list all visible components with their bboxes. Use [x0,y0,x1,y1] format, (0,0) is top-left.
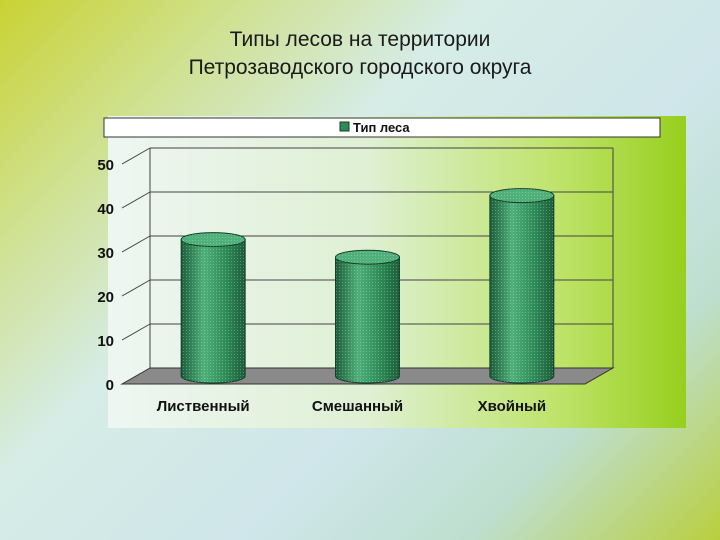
title-line-2: Петрозаводского городского округа [188,56,532,79]
legend-swatch [339,121,350,132]
bar-top-texture [335,250,400,265]
gridline-depth [121,191,151,209]
gridline-depth [121,147,151,165]
title-line-1: Типы лесов на территории [229,28,491,51]
y-tick-label: 50 [97,157,114,174]
y-tick-label: 30 [97,245,114,262]
bar-texture [181,239,246,383]
slide-title: Типы лесов на территории Петрозаводского… [0,26,720,82]
bar-texture [489,195,554,383]
bar [489,188,555,384]
x-tick-label: Смешанный [312,398,403,415]
y-tick-label: 20 [97,289,114,306]
bar-top-texture [489,188,554,203]
legend-label: Тип леса [353,120,410,135]
y-tick-label: 0 [106,377,114,394]
legend-box [103,117,661,138]
x-tick-label: Лиственный [157,398,250,415]
bar [180,232,246,384]
y-tick-label: 40 [97,201,114,218]
legend: Тип леса [103,117,661,138]
bar [335,249,400,384]
gridline-depth [121,323,151,341]
y-tick-label: 10 [97,333,114,350]
bars [180,188,555,384]
bar-top-texture [181,232,246,247]
gridline-depth [121,235,151,253]
bar-texture [335,257,400,383]
axis-labels: 0 10 20 30 40 50 Лиственный Смешанный Хвойный [97,157,546,415]
x-tick-label: Хвойный [478,398,547,415]
gridline-depth [121,279,151,297]
